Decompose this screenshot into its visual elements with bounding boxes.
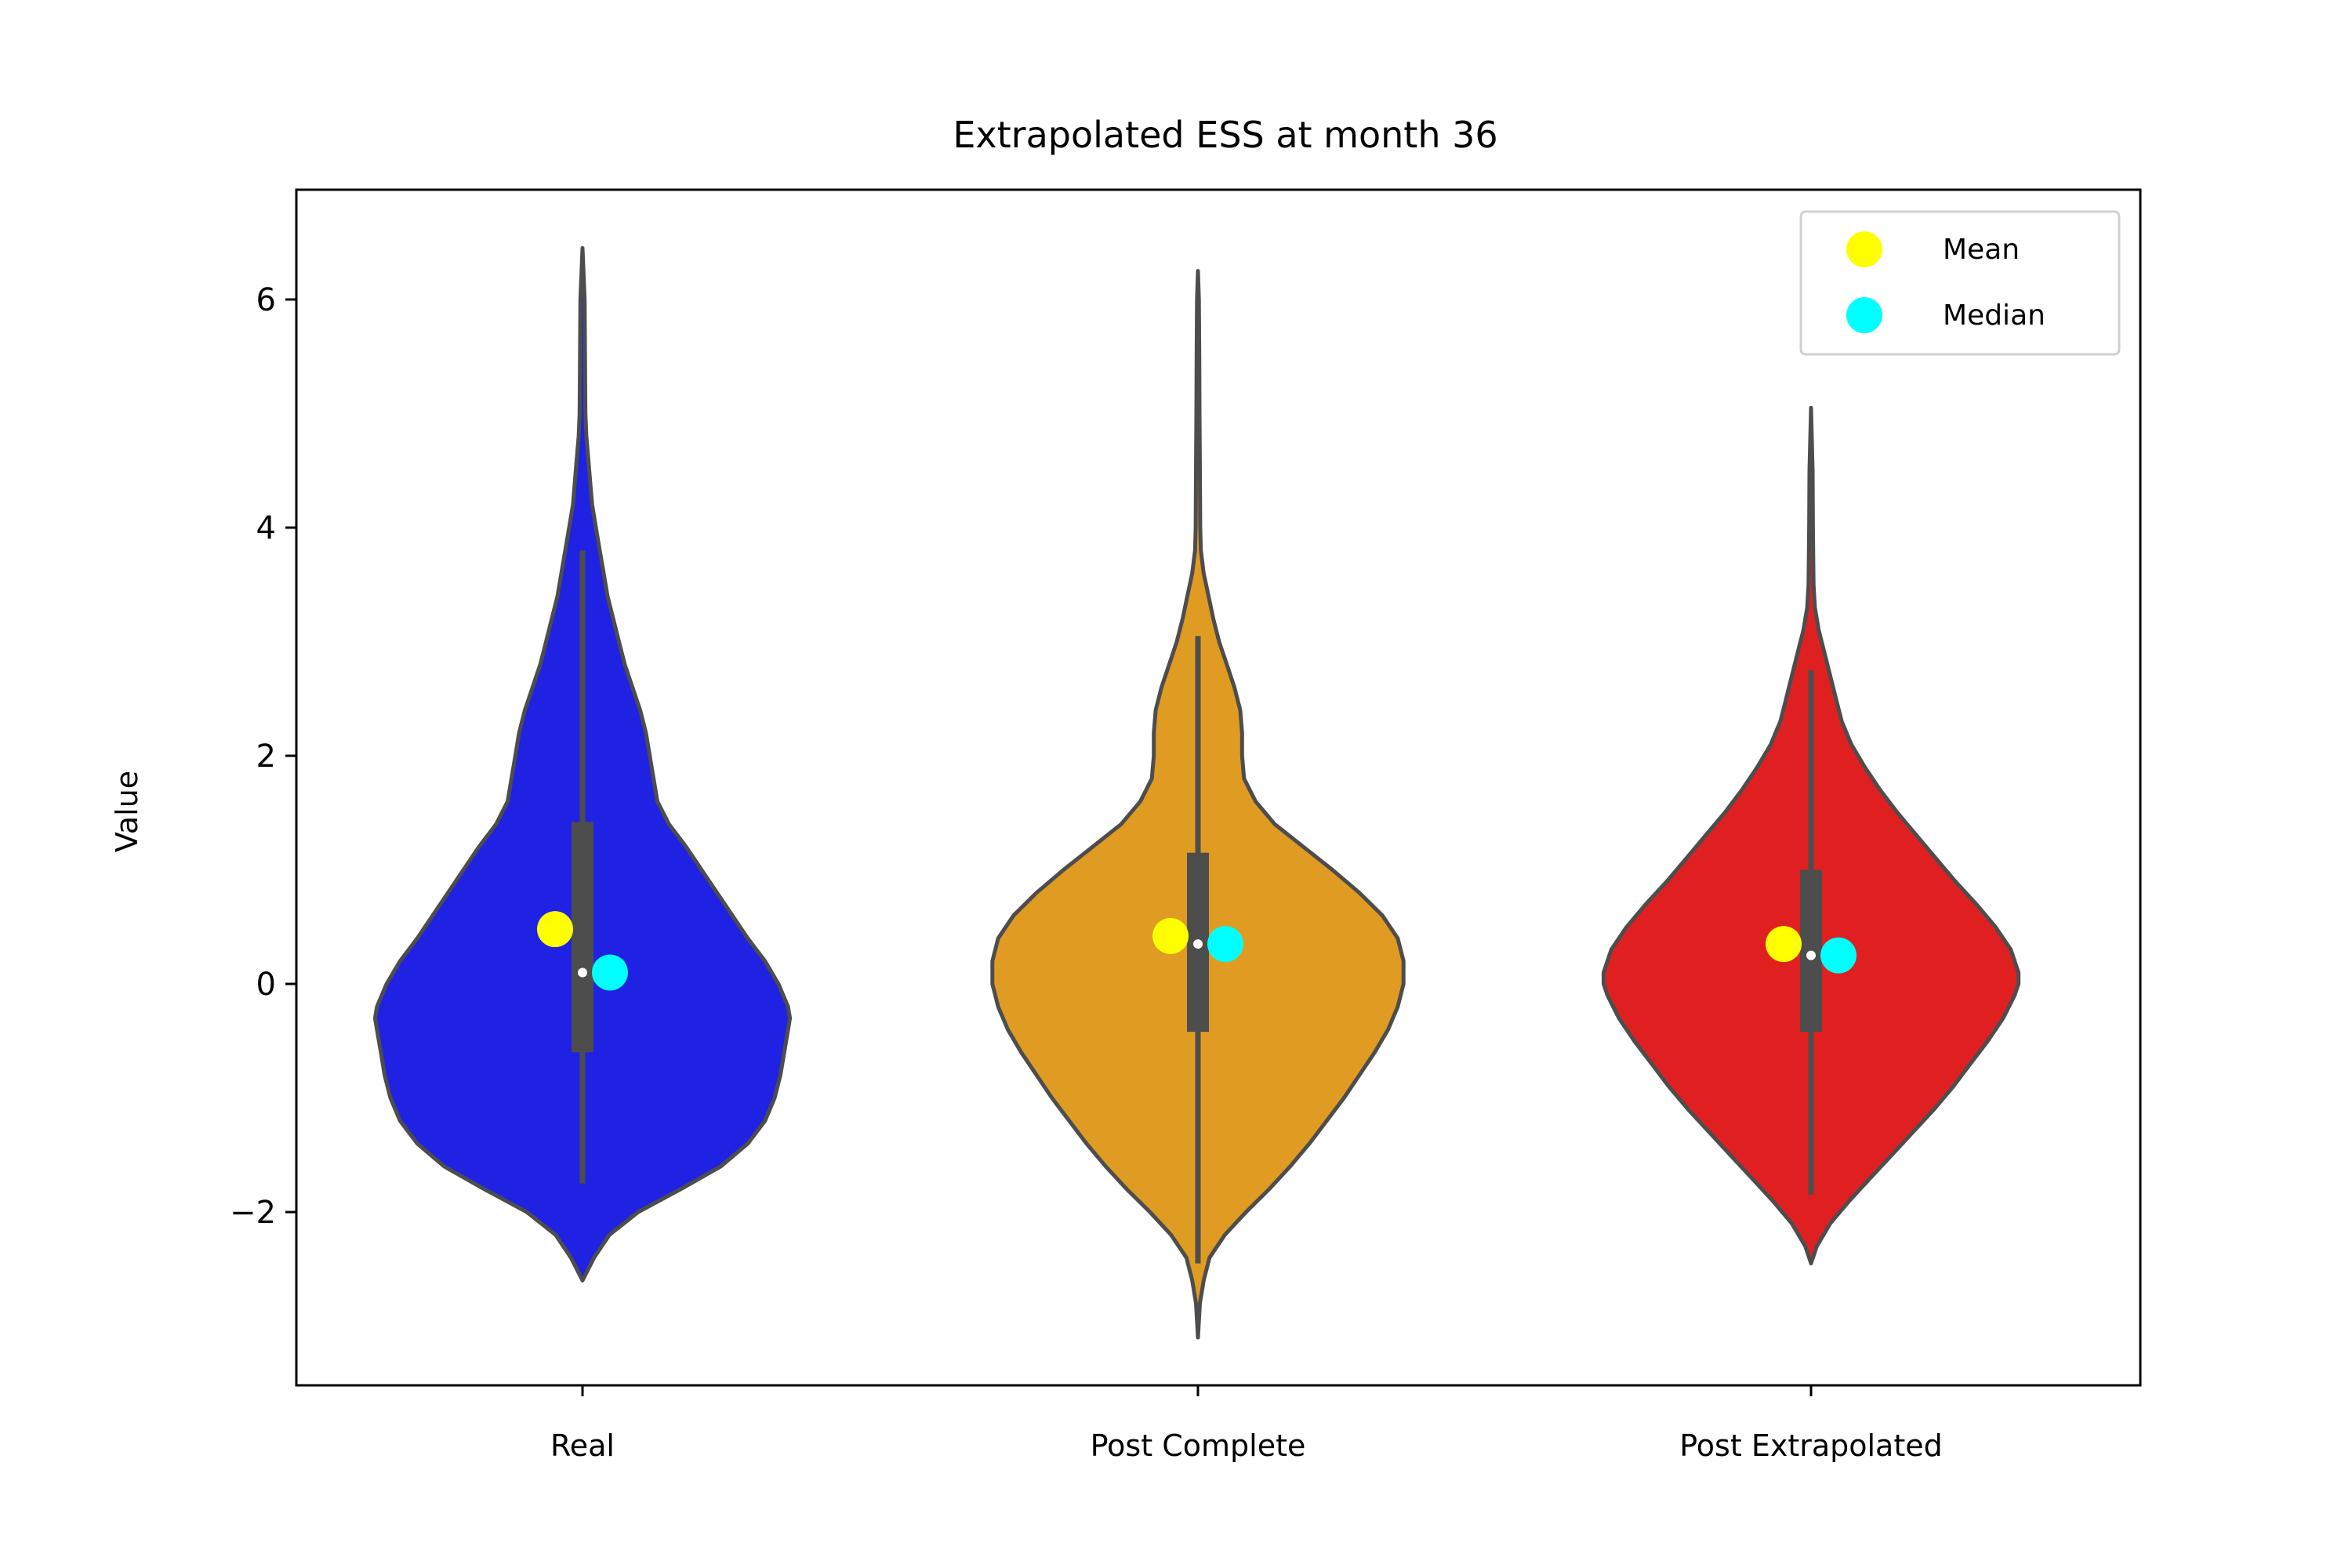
legend: Mean Median [1799, 210, 2121, 356]
y-axis-label: Value [110, 771, 144, 852]
violin-iqr-box [572, 822, 593, 1053]
legend-median-marker [1846, 297, 1882, 333]
median-marker [1820, 937, 1857, 974]
legend-mean-label: Mean [1943, 234, 2020, 266]
y-tick-label: 4 [256, 510, 276, 546]
y-axis: −2 0 2 4 6 [230, 282, 296, 1231]
mean-marker [1766, 926, 1802, 963]
mean-marker [537, 911, 573, 948]
violin-median-dot [578, 967, 587, 978]
median-marker [592, 954, 628, 991]
legend-median-label: Median [1943, 299, 2045, 332]
mean-marker [1152, 917, 1189, 954]
x-axis: Real Post Complete Post Extrapolated [550, 1385, 1943, 1463]
legend-mean-marker [1846, 231, 1882, 267]
violin-median-dot [1193, 939, 1203, 949]
x-tick-label: Real [550, 1428, 615, 1463]
chart-title: Extrapolated ESS at month 36 [953, 114, 1497, 156]
plot-frame [295, 188, 2142, 1387]
x-tick-label: Post Complete [1091, 1428, 1306, 1463]
y-tick-label: −2 [230, 1195, 276, 1231]
y-tick-label: 6 [256, 282, 276, 318]
x-tick-label: Post Extrapolated [1679, 1428, 1943, 1463]
y-tick-label: 2 [256, 739, 276, 775]
y-tick-label: 0 [256, 967, 276, 1003]
violins-layer [372, 246, 2021, 1340]
violin-median-dot [1806, 950, 1816, 960]
median-marker [1207, 926, 1243, 963]
